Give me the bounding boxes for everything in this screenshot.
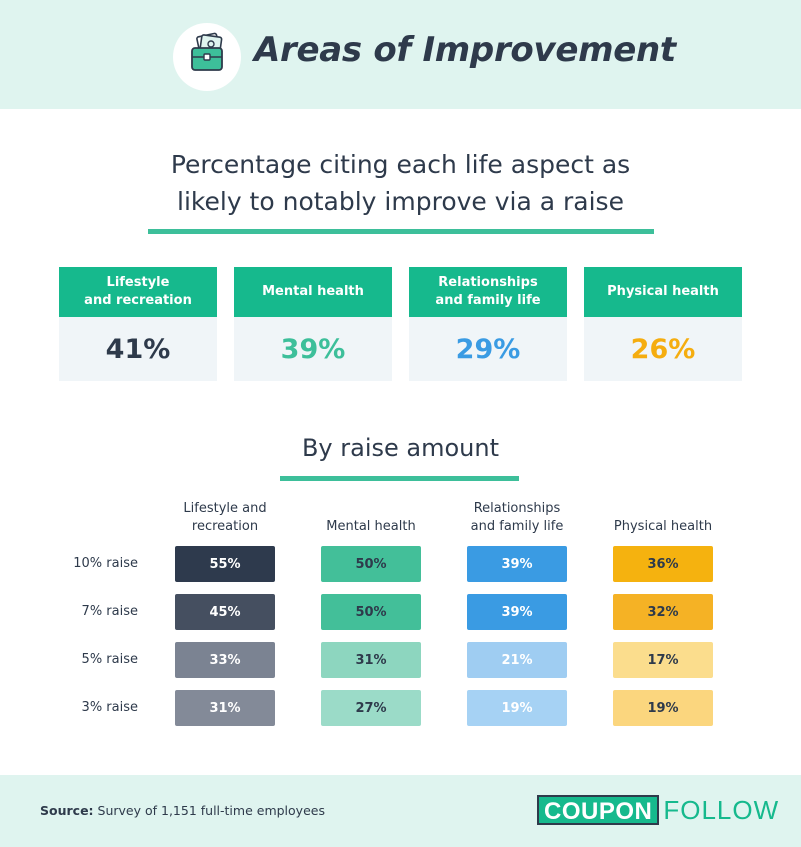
table-cell: 31% bbox=[175, 690, 275, 726]
table-cell: 50% bbox=[321, 594, 421, 630]
card-header: Physical health bbox=[584, 267, 742, 317]
column-header: Lifestyle and recreation bbox=[140, 496, 310, 536]
column-header-line-1: Relationships bbox=[473, 501, 561, 516]
column-header-line-1: Lifestyle and bbox=[183, 501, 267, 516]
column-header: Physical health bbox=[578, 496, 748, 536]
card-value: 39% bbox=[280, 333, 346, 365]
summary-card-mental-health: Mental health 39% bbox=[234, 267, 392, 381]
logo-follow-text: FOLLOW bbox=[663, 794, 780, 825]
card-value: 26% bbox=[630, 333, 696, 365]
couponfollow-logo: COUPON FOLLOW bbox=[537, 795, 779, 825]
section-underline bbox=[280, 476, 519, 481]
summary-subtitle-line-1: Percentage citing each life aspect as bbox=[170, 150, 631, 179]
column-header-line-1: Physical health bbox=[613, 519, 713, 534]
card-header: Lifestyle and recreation bbox=[59, 267, 217, 317]
table-cell: 50% bbox=[321, 546, 421, 582]
table-cell: 45% bbox=[175, 594, 275, 630]
footer: Source: Survey of 1,151 full-time employ… bbox=[0, 775, 801, 847]
column-header-line-2: and family life bbox=[470, 519, 564, 534]
table-cell: 33% bbox=[175, 642, 275, 678]
summary-card-lifestyle: Lifestyle and recreation 41% bbox=[59, 267, 217, 381]
table-cell: 21% bbox=[467, 642, 567, 678]
row-label: 10% raise bbox=[73, 556, 138, 571]
section-title: By raise amount bbox=[301, 434, 500, 462]
column-header: Mental health bbox=[286, 496, 456, 536]
summary-subtitle: Percentage citing each life aspect as li… bbox=[100, 146, 701, 220]
table-cell: 39% bbox=[467, 594, 567, 630]
source-text: Survey of 1,151 full-time employees bbox=[93, 803, 325, 818]
card-label-line-1: Relationships bbox=[438, 275, 538, 290]
card-header: Mental health bbox=[234, 267, 392, 317]
table-cell: 19% bbox=[467, 690, 567, 726]
header-banner: Areas of Improvement bbox=[0, 0, 801, 109]
card-label-line-1: Mental health bbox=[262, 284, 364, 299]
briefcase-money-icon bbox=[173, 23, 241, 91]
card-label-line-1: Lifestyle bbox=[106, 275, 170, 290]
summary-card-physical-health: Physical health 26% bbox=[584, 267, 742, 381]
table-cell: 39% bbox=[467, 546, 567, 582]
table-cell: 55% bbox=[175, 546, 275, 582]
table-cell: 27% bbox=[321, 690, 421, 726]
card-value: 41% bbox=[105, 333, 171, 365]
source-label: Source: bbox=[40, 803, 94, 818]
table-cell: 31% bbox=[321, 642, 421, 678]
row-label: 3% raise bbox=[81, 700, 138, 715]
row-label: 7% raise bbox=[81, 604, 138, 619]
card-header: Relationships and family life bbox=[409, 267, 567, 317]
card-label-line-1: Physical health bbox=[607, 284, 719, 299]
column-header-line-1: Mental health bbox=[326, 519, 416, 534]
card-label-line-2: and recreation bbox=[84, 293, 192, 308]
table-cell: 17% bbox=[613, 642, 713, 678]
table-cell: 36% bbox=[613, 546, 713, 582]
card-label-line-2: and family life bbox=[435, 293, 541, 308]
subtitle-underline bbox=[148, 229, 654, 234]
source-note: Source: Survey of 1,151 full-time employ… bbox=[40, 803, 325, 818]
summary-card-relationships: Relationships and family life 29% bbox=[409, 267, 567, 381]
column-header: Relationships and family life bbox=[432, 496, 602, 536]
logo-coupon-text: COUPON bbox=[537, 795, 660, 825]
table-cell: 32% bbox=[613, 594, 713, 630]
page-title: Areas of Improvement bbox=[254, 30, 676, 70]
column-header-line-2: recreation bbox=[191, 519, 259, 534]
row-label: 5% raise bbox=[81, 652, 138, 667]
card-value: 29% bbox=[455, 333, 521, 365]
table-cell: 19% bbox=[613, 690, 713, 726]
summary-subtitle-line-2: likely to notably improve via a raise bbox=[177, 187, 624, 216]
